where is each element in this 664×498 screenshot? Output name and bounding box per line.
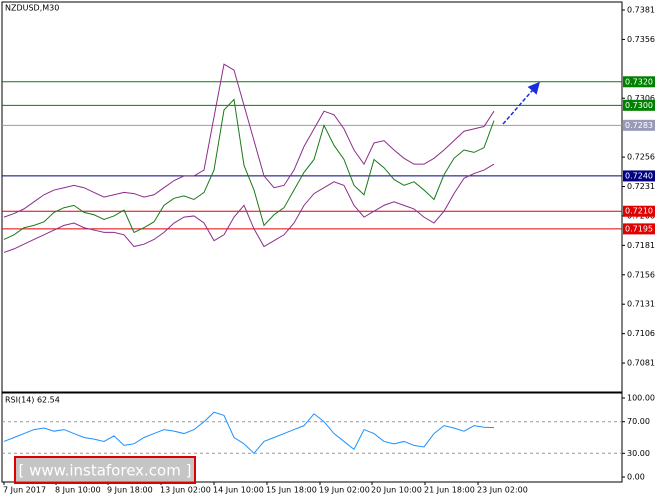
level-label-box (623, 223, 655, 235)
y-tick-label: 0.7231 (627, 182, 655, 191)
y-tick-label: 70.00 (627, 417, 650, 426)
level-label: 0.7320 (625, 77, 653, 86)
series-line (3, 63, 495, 218)
watermark-box (14, 456, 196, 484)
x-tick-label: 14 Jun 10:00 (213, 486, 264, 495)
level-label: 0.7210 (625, 207, 653, 216)
y-tick-label: 100.00 (627, 393, 655, 402)
x-tick-label: 23 Jun 02:00 (477, 486, 528, 495)
y-tick-label: 0.7256 (627, 153, 655, 162)
y-tick-label: 0.7356 (627, 35, 655, 44)
forecast-arrow (502, 81, 540, 125)
y-tick-label: 0.7081 (627, 359, 655, 368)
y-tick-label: 0.00 (627, 473, 645, 482)
level-label: 0.7283 (625, 121, 653, 130)
level-label: 0.7300 (625, 101, 653, 110)
y-tick-label: 0.7131 (627, 300, 655, 309)
y-tick-label: 0.7306 (627, 94, 655, 103)
level-label: 0.7195 (625, 224, 653, 233)
y-tick-label: 0.7106 (627, 329, 655, 338)
y-tick-label: 0.7181 (627, 241, 655, 250)
x-tick-label: 19 Jun 02:00 (319, 486, 370, 495)
x-tick-label: 21 Jun 18:00 (424, 486, 475, 495)
y-tick-label: 0.7381 (627, 6, 655, 15)
level-label-box (623, 99, 655, 111)
level-label-box (623, 205, 655, 217)
watermark: [ www.instaforex.com ] (19, 462, 192, 480)
x-tick-label: 7 Jun 2017 (3, 486, 46, 495)
y-tick-label: 30.00 (627, 449, 650, 458)
rsi-title: RSI(14) 62.54 (5, 396, 60, 405)
main-panel (1, 1, 623, 393)
y-tick-label: 0.7156 (627, 270, 655, 279)
series-line (3, 98, 495, 240)
x-tick-label: 9 Jun 18:00 (107, 486, 153, 495)
x-tick-label: 20 Jun 10:00 (371, 486, 422, 495)
chart-title: NZDUSD,M30 (5, 4, 59, 13)
level-label-box (623, 170, 655, 182)
x-tick-label: 8 Jun 10:00 (55, 486, 101, 495)
x-tick-label: 15 Jun 18:00 (266, 486, 317, 495)
level-label: 0.7240 (625, 171, 653, 180)
series-line (3, 411, 495, 455)
x-tick-label: 13 Jun 02:00 (160, 486, 211, 495)
series-line (3, 163, 495, 253)
level-label-box (623, 119, 655, 131)
main-layer: 0.73810.73560.73060.72560.72310.72060.71… (2, 6, 655, 495)
level-label-box (623, 76, 655, 88)
